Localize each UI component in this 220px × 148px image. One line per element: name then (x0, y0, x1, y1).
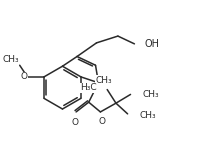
Text: CH₃: CH₃ (142, 90, 159, 99)
Text: OH: OH (144, 39, 159, 49)
Text: O: O (72, 118, 79, 127)
Text: N: N (95, 78, 102, 87)
Text: O: O (20, 72, 28, 81)
Text: CH₃: CH₃ (2, 55, 19, 64)
Text: CH₃: CH₃ (96, 76, 113, 85)
Text: O: O (99, 117, 106, 126)
Text: H₃C: H₃C (80, 83, 97, 92)
Text: CH₃: CH₃ (139, 111, 156, 120)
